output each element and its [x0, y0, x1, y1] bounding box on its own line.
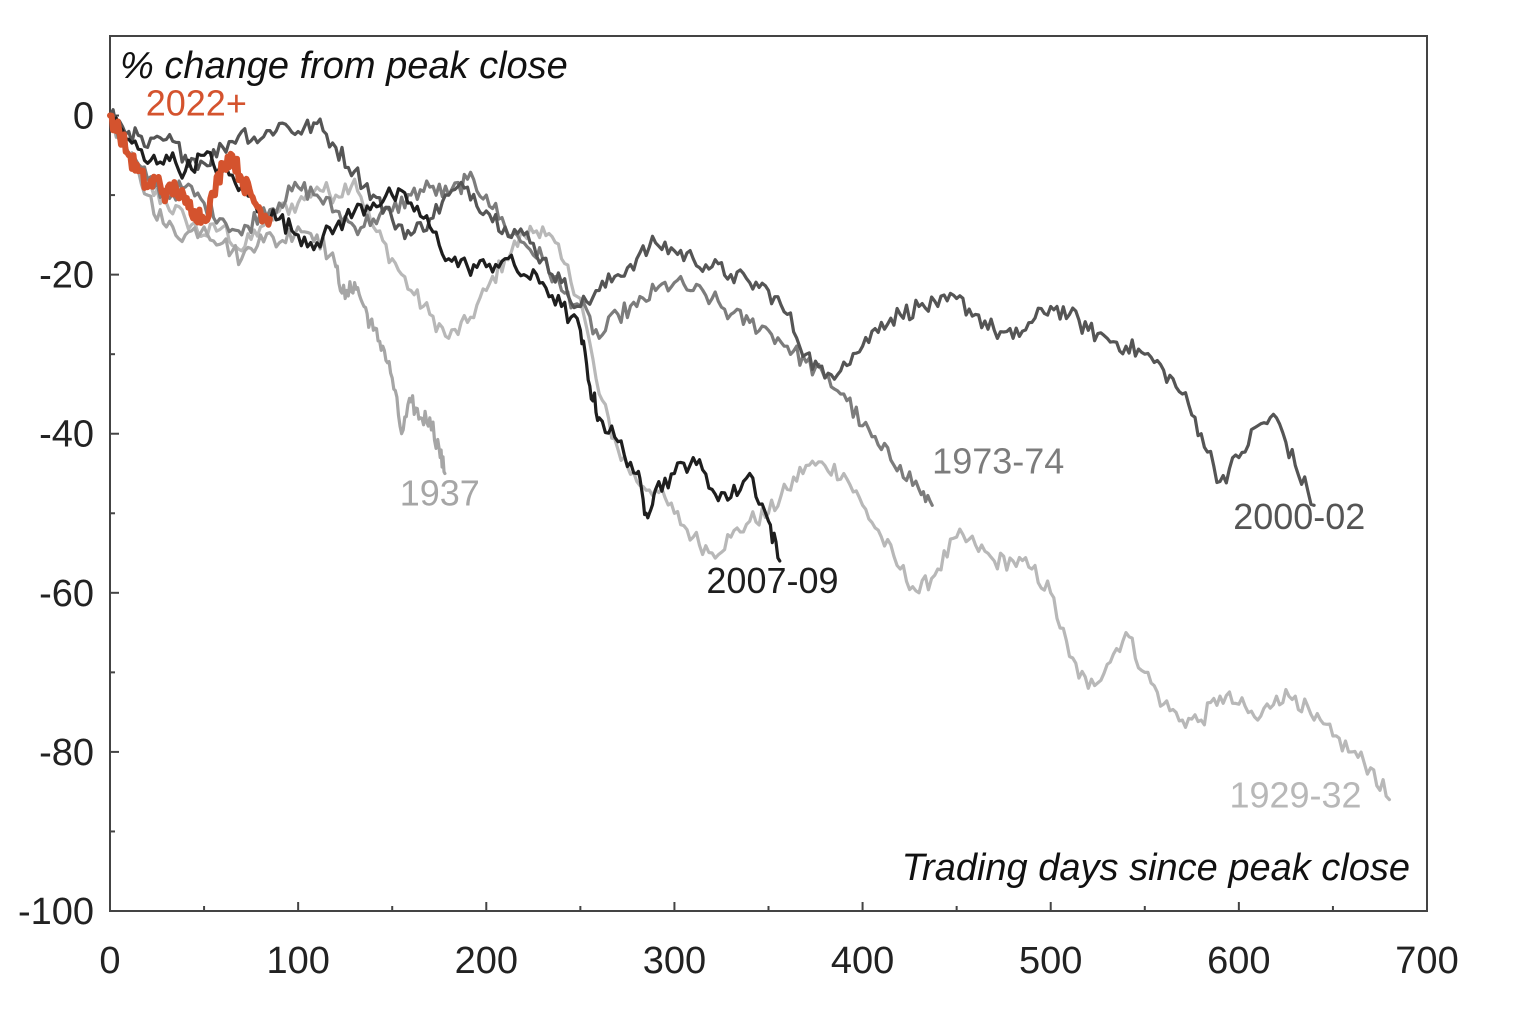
series-line-1937: [108, 113, 447, 476]
x-tick-label: 500: [1019, 940, 1082, 982]
series-line-2007-09: [108, 113, 782, 563]
y-tick-label: -100: [18, 891, 94, 933]
x-tick-label: 100: [266, 940, 329, 982]
y-tick-label: 0: [73, 96, 94, 138]
x-tick-label: 0: [99, 940, 120, 982]
series-label-1929-32: 1929-32: [1229, 775, 1361, 816]
series-label-1973-74: 1973-74: [932, 441, 1064, 482]
series-label-2022+: 2022+: [146, 83, 247, 124]
x-axis-title: Trading days since peak close: [902, 847, 1410, 889]
series-line-1973-74: [108, 113, 934, 507]
y-axis-title: % change from peak close: [120, 45, 568, 87]
series-labels: 2022+ 1937 1973-74 2000-02 2007-09 1929-32: [146, 83, 1366, 816]
x-tick-label: 700: [1395, 940, 1458, 982]
series-label-1937: 1937: [400, 472, 480, 513]
series-lines: [107, 108, 1391, 802]
series-label-2000-02: 2000-02: [1233, 496, 1365, 537]
y-tick-label: -40: [39, 414, 94, 456]
axis-ticks: 0 100 200 300 400 500 600 700 0 -20 -40 -60 -80 -100: [18, 96, 1459, 982]
x-tick-label: 600: [1207, 940, 1270, 982]
series-line-2022+: [107, 112, 273, 228]
series-label-2007-09: 2007-09: [706, 560, 838, 601]
y-tick-label: -20: [39, 255, 94, 297]
series-line-1929-32: [108, 113, 1391, 802]
x-tick-label: 400: [831, 940, 894, 982]
x-tick-label: 300: [643, 940, 706, 982]
x-tick-label: 200: [455, 940, 518, 982]
y-tick-label: -80: [39, 732, 94, 774]
y-tick-label: -60: [39, 573, 94, 615]
series-line-2000-02: [108, 108, 1316, 507]
